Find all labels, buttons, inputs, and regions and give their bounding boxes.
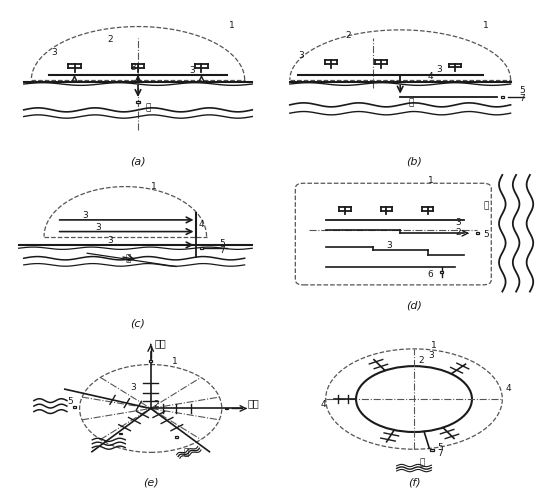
- Text: (e): (e): [143, 477, 158, 487]
- Bar: [73, 406, 76, 408]
- Text: 4: 4: [428, 72, 433, 81]
- Text: 3: 3: [436, 65, 442, 74]
- Text: 3: 3: [52, 48, 57, 57]
- Text: 3: 3: [130, 63, 136, 72]
- Text: (c): (c): [131, 318, 145, 328]
- Text: 3: 3: [455, 218, 461, 227]
- Text: 1: 1: [428, 176, 433, 185]
- Text: (f): (f): [408, 477, 420, 487]
- Text: 6: 6: [428, 270, 433, 278]
- Bar: [119, 433, 122, 435]
- Text: 1: 1: [431, 341, 437, 350]
- Text: 3: 3: [298, 51, 304, 60]
- Text: 2: 2: [153, 400, 159, 409]
- Text: 3: 3: [82, 211, 88, 220]
- Bar: [200, 247, 203, 249]
- Bar: [149, 361, 152, 363]
- Bar: [440, 270, 443, 272]
- Text: 7: 7: [519, 94, 524, 103]
- Text: 7: 7: [219, 246, 225, 255]
- Text: 1: 1: [151, 182, 156, 191]
- Text: 5: 5: [438, 443, 443, 452]
- Text: 4: 4: [199, 220, 205, 228]
- Text: 2: 2: [418, 356, 424, 365]
- Bar: [174, 436, 178, 438]
- Text: 河: 河: [125, 255, 131, 264]
- Text: 3: 3: [130, 383, 136, 392]
- Text: 2: 2: [108, 35, 113, 44]
- Text: 河: 河: [184, 448, 189, 458]
- Text: 5: 5: [67, 397, 73, 406]
- Text: 4: 4: [505, 384, 511, 393]
- Text: (b): (b): [406, 157, 422, 167]
- Bar: [501, 96, 504, 98]
- Text: 3: 3: [189, 66, 194, 75]
- Bar: [225, 408, 229, 410]
- Text: 7: 7: [438, 449, 443, 458]
- Text: 5: 5: [219, 239, 225, 248]
- Text: 2: 2: [345, 31, 351, 40]
- Text: 1: 1: [483, 21, 489, 30]
- Text: 河: 河: [408, 98, 414, 107]
- Text: 灌派: 灌派: [155, 338, 166, 348]
- Text: 1: 1: [172, 358, 177, 367]
- Text: 3: 3: [95, 223, 100, 232]
- Text: 2: 2: [455, 228, 461, 237]
- Text: 5: 5: [483, 230, 489, 239]
- Text: 灌派: 灌派: [247, 398, 259, 408]
- Bar: [431, 449, 434, 451]
- Text: 3: 3: [386, 241, 392, 250]
- Text: 1: 1: [230, 21, 235, 30]
- Text: 河: 河: [483, 201, 489, 210]
- Text: 河: 河: [420, 458, 425, 467]
- Text: (a): (a): [130, 157, 146, 167]
- Bar: [136, 100, 140, 102]
- Text: 河: 河: [146, 103, 151, 112]
- Bar: [476, 232, 479, 234]
- Text: 3: 3: [428, 351, 433, 360]
- Text: 4: 4: [320, 400, 326, 409]
- Text: 5: 5: [519, 86, 524, 95]
- Text: (d): (d): [406, 300, 422, 310]
- Text: 3: 3: [108, 236, 113, 245]
